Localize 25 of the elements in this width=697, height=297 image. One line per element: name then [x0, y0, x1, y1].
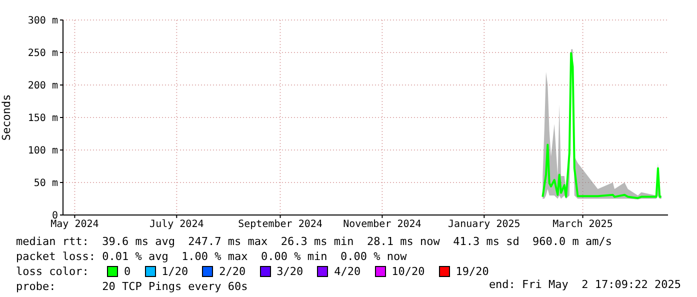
x-tick-label: May 2024 [50, 219, 99, 230]
legend-label: 4/20 [334, 264, 361, 279]
y-tick-label: 300 m [28, 16, 58, 27]
text: probe: 20 TCP Pings every 60s [16, 280, 248, 293]
x-tick-label: November 2024 [343, 219, 422, 230]
text: median rtt: 39.6 ms avg 247.7 ms max 26.3 ms min 28.1 ms now 41.3 ms sd 960.0 m am/s [16, 234, 612, 249]
y-tick-label: 200 m [28, 80, 58, 92]
x-tick-label: July 2024 [150, 219, 204, 230]
y-tick-label: 150 m [28, 113, 58, 124]
text: end: Fri May 2 17:09:22 2025 [488, 278, 681, 291]
legend-label: 10/20 [392, 264, 425, 279]
legend-label: 1/20 [162, 264, 188, 279]
legend-label: 3/20 [276, 264, 304, 279]
legend-title: loss color: [16, 264, 90, 279]
x-tick-label: March 2025 [552, 219, 613, 230]
y-tick-label: 100 m [28, 146, 58, 157]
y-axis-title: Seconds [0, 94, 13, 141]
x-tick-label: September 2024 [238, 219, 322, 230]
y-tick-label: 250 m [28, 48, 58, 60]
x-tick-label: January 2025 [448, 219, 520, 230]
y-tick-label: 50 m [34, 178, 58, 190]
legend-label: 19/20 [456, 264, 489, 279]
text: packet loss: 0.01 % avg 1.00 % max 0.00 % min 0.00 % now [16, 249, 408, 264]
legend-label: 0 [124, 264, 131, 279]
legend-label: 2/20 [219, 264, 246, 279]
